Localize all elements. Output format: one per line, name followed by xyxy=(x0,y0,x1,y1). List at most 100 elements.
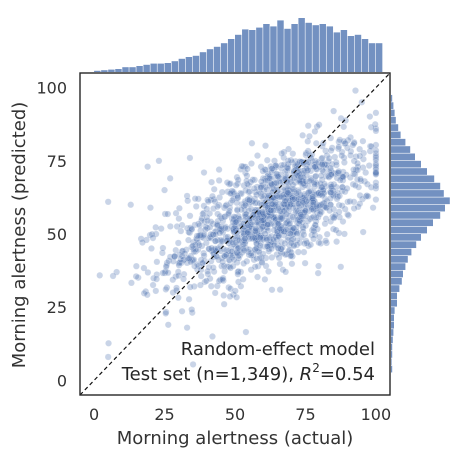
scatter-point xyxy=(257,214,265,222)
scatter-point xyxy=(322,215,330,223)
scatter-point xyxy=(285,145,292,153)
scatter-point xyxy=(257,231,265,239)
scatter-point xyxy=(301,204,309,212)
scatter-point xyxy=(262,183,270,191)
scatter-point xyxy=(335,169,343,177)
scatter-point xyxy=(327,134,335,142)
scatter-point xyxy=(265,236,273,244)
scatter-point xyxy=(307,197,315,205)
scatter-point xyxy=(267,220,275,228)
scatter-point xyxy=(304,147,312,155)
scatter-point xyxy=(263,156,271,164)
scatter-point xyxy=(252,226,260,233)
scatter-point xyxy=(281,168,289,176)
scatter-point xyxy=(300,208,308,216)
scatter-point xyxy=(200,202,208,210)
scatter-point xyxy=(301,192,309,200)
scatter-point xyxy=(341,205,349,213)
scatter-point xyxy=(280,207,288,215)
scatter-point xyxy=(249,234,257,242)
scatter-point xyxy=(335,208,343,216)
scatter-point xyxy=(372,156,380,164)
scatter-point xyxy=(266,203,274,211)
scatter-point xyxy=(254,237,262,245)
scatter-point xyxy=(200,169,208,176)
scatter-point xyxy=(284,185,292,193)
scatter-point xyxy=(244,229,252,237)
scatter-point xyxy=(305,242,312,250)
scatter-point xyxy=(260,217,268,225)
scatter-point xyxy=(258,223,266,231)
scatter-point xyxy=(311,221,319,229)
scatter-point xyxy=(237,190,245,198)
scatter-point xyxy=(181,249,189,257)
x-hist-bar xyxy=(150,63,157,72)
scatter-point xyxy=(249,233,257,241)
scatter-point xyxy=(287,193,295,201)
scatter-point xyxy=(372,184,380,192)
scatter-point xyxy=(318,184,326,192)
scatter-point xyxy=(158,249,166,257)
scatter-point xyxy=(161,267,169,275)
scatter-point xyxy=(340,154,348,162)
scatter-point xyxy=(237,233,245,241)
scatter-point xyxy=(255,206,263,214)
scatter-point xyxy=(297,233,305,241)
scatter-point xyxy=(245,196,253,204)
scatter-point xyxy=(309,203,317,210)
scatter-point xyxy=(323,161,331,169)
scatter-point xyxy=(275,177,283,185)
scatter-point xyxy=(242,201,250,209)
scatter-point xyxy=(302,207,310,215)
scatter-point xyxy=(293,241,301,249)
scatter-point xyxy=(104,198,112,206)
scatter-point xyxy=(364,180,371,188)
scatter-point xyxy=(350,166,358,174)
scatter-point xyxy=(209,264,217,272)
scatter-point xyxy=(233,259,241,266)
scatter-point xyxy=(180,256,188,264)
scatter-point xyxy=(174,294,182,302)
scatter-point xyxy=(218,223,226,231)
y-hist-bar xyxy=(391,255,408,263)
scatter-point xyxy=(233,217,241,225)
scatter-point xyxy=(339,172,346,180)
scatter-point xyxy=(229,240,237,248)
scatter-point xyxy=(231,222,239,230)
scatter-point xyxy=(328,183,336,191)
scatter-point xyxy=(206,210,214,217)
y-hist-bar xyxy=(391,131,401,139)
scatter-point xyxy=(282,206,290,214)
x-hist-bar xyxy=(312,25,319,72)
scatter-point xyxy=(367,183,375,191)
scatter-point xyxy=(271,222,279,230)
scatter-point xyxy=(306,215,314,223)
scatter-point xyxy=(257,184,265,191)
x-hist-bar xyxy=(368,43,376,72)
scatter-point xyxy=(253,218,261,226)
scatter-point xyxy=(226,293,234,300)
scatter-point xyxy=(352,87,359,95)
scatter-point xyxy=(234,278,242,286)
scatter-point xyxy=(284,186,292,194)
scatter-point xyxy=(253,244,260,252)
scatter-point xyxy=(298,177,306,185)
scatter-point xyxy=(234,205,241,213)
scatter-point xyxy=(230,195,238,202)
scatter-point xyxy=(282,173,290,181)
scatter-point xyxy=(169,289,177,296)
scatter-point xyxy=(236,246,244,254)
scatter-point xyxy=(199,232,207,240)
scatter-point xyxy=(315,121,323,129)
scatter-point xyxy=(273,235,281,243)
scatter-point xyxy=(299,167,307,175)
scatter-point xyxy=(296,179,304,187)
scatter-point xyxy=(184,254,192,262)
scatter-point xyxy=(196,281,204,289)
scatter-point xyxy=(282,190,290,198)
scatter-point xyxy=(162,308,170,316)
scatter-point xyxy=(288,236,295,244)
scatter-point xyxy=(350,157,358,165)
scatter-point xyxy=(362,192,370,200)
scatter-point xyxy=(267,179,275,187)
